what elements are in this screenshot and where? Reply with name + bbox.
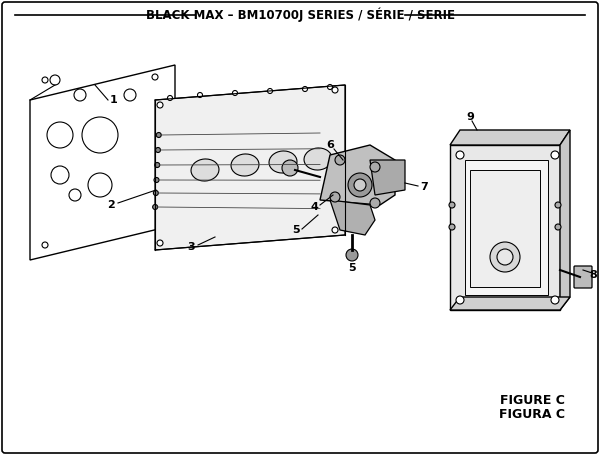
Circle shape xyxy=(155,162,160,167)
FancyBboxPatch shape xyxy=(574,266,592,288)
Polygon shape xyxy=(30,65,175,260)
Circle shape xyxy=(74,89,86,101)
Text: 8: 8 xyxy=(589,270,597,280)
Polygon shape xyxy=(370,160,405,195)
Circle shape xyxy=(157,240,163,246)
Circle shape xyxy=(42,77,48,83)
Polygon shape xyxy=(470,170,540,287)
Text: 3: 3 xyxy=(187,242,195,252)
Circle shape xyxy=(50,75,60,85)
Circle shape xyxy=(456,296,464,304)
Text: 2: 2 xyxy=(107,200,115,210)
Circle shape xyxy=(370,162,380,172)
Polygon shape xyxy=(155,85,345,250)
Circle shape xyxy=(154,177,159,182)
Ellipse shape xyxy=(231,154,259,176)
Circle shape xyxy=(268,89,272,93)
Circle shape xyxy=(156,132,161,137)
Circle shape xyxy=(167,96,173,101)
Ellipse shape xyxy=(304,148,332,170)
Circle shape xyxy=(551,296,559,304)
Circle shape xyxy=(335,155,345,165)
Ellipse shape xyxy=(269,151,297,173)
Circle shape xyxy=(551,151,559,159)
Text: 6: 6 xyxy=(326,140,334,150)
Circle shape xyxy=(490,242,520,272)
Circle shape xyxy=(197,92,203,97)
Text: 5: 5 xyxy=(292,225,300,235)
Circle shape xyxy=(497,249,513,265)
Polygon shape xyxy=(465,160,548,295)
Polygon shape xyxy=(330,200,375,235)
Circle shape xyxy=(157,102,163,108)
Circle shape xyxy=(449,224,455,230)
Circle shape xyxy=(152,74,158,80)
Circle shape xyxy=(456,151,464,159)
Circle shape xyxy=(124,89,136,101)
Polygon shape xyxy=(450,145,560,310)
Circle shape xyxy=(88,173,112,197)
Text: 1: 1 xyxy=(110,95,118,105)
Circle shape xyxy=(302,86,308,91)
Circle shape xyxy=(555,224,561,230)
Circle shape xyxy=(282,160,298,176)
Circle shape xyxy=(370,198,380,208)
Circle shape xyxy=(233,91,238,96)
Circle shape xyxy=(42,242,48,248)
Circle shape xyxy=(332,87,338,93)
Circle shape xyxy=(354,179,366,191)
Polygon shape xyxy=(320,145,395,205)
Ellipse shape xyxy=(191,159,219,181)
Circle shape xyxy=(152,204,158,209)
Text: FIGURE C: FIGURE C xyxy=(500,394,565,406)
Polygon shape xyxy=(560,130,570,310)
Text: 7: 7 xyxy=(420,182,428,192)
Circle shape xyxy=(69,189,81,201)
Circle shape xyxy=(155,147,161,152)
Text: 4: 4 xyxy=(310,202,318,212)
Text: BLACK MAX – BM10700J SERIES / SÉRIE / SERIE: BLACK MAX – BM10700J SERIES / SÉRIE / SE… xyxy=(146,8,455,22)
Circle shape xyxy=(328,85,332,90)
Circle shape xyxy=(348,173,372,197)
Text: FIGURA C: FIGURA C xyxy=(499,409,565,421)
Circle shape xyxy=(82,117,118,153)
Text: 9: 9 xyxy=(466,112,474,122)
Circle shape xyxy=(555,202,561,208)
Circle shape xyxy=(47,122,73,148)
Circle shape xyxy=(346,249,358,261)
Circle shape xyxy=(330,192,340,202)
Text: 5: 5 xyxy=(348,263,356,273)
Polygon shape xyxy=(450,130,570,145)
Circle shape xyxy=(154,191,158,196)
Circle shape xyxy=(51,166,69,184)
Polygon shape xyxy=(450,297,570,310)
Circle shape xyxy=(332,227,338,233)
Circle shape xyxy=(157,237,163,243)
Circle shape xyxy=(449,202,455,208)
